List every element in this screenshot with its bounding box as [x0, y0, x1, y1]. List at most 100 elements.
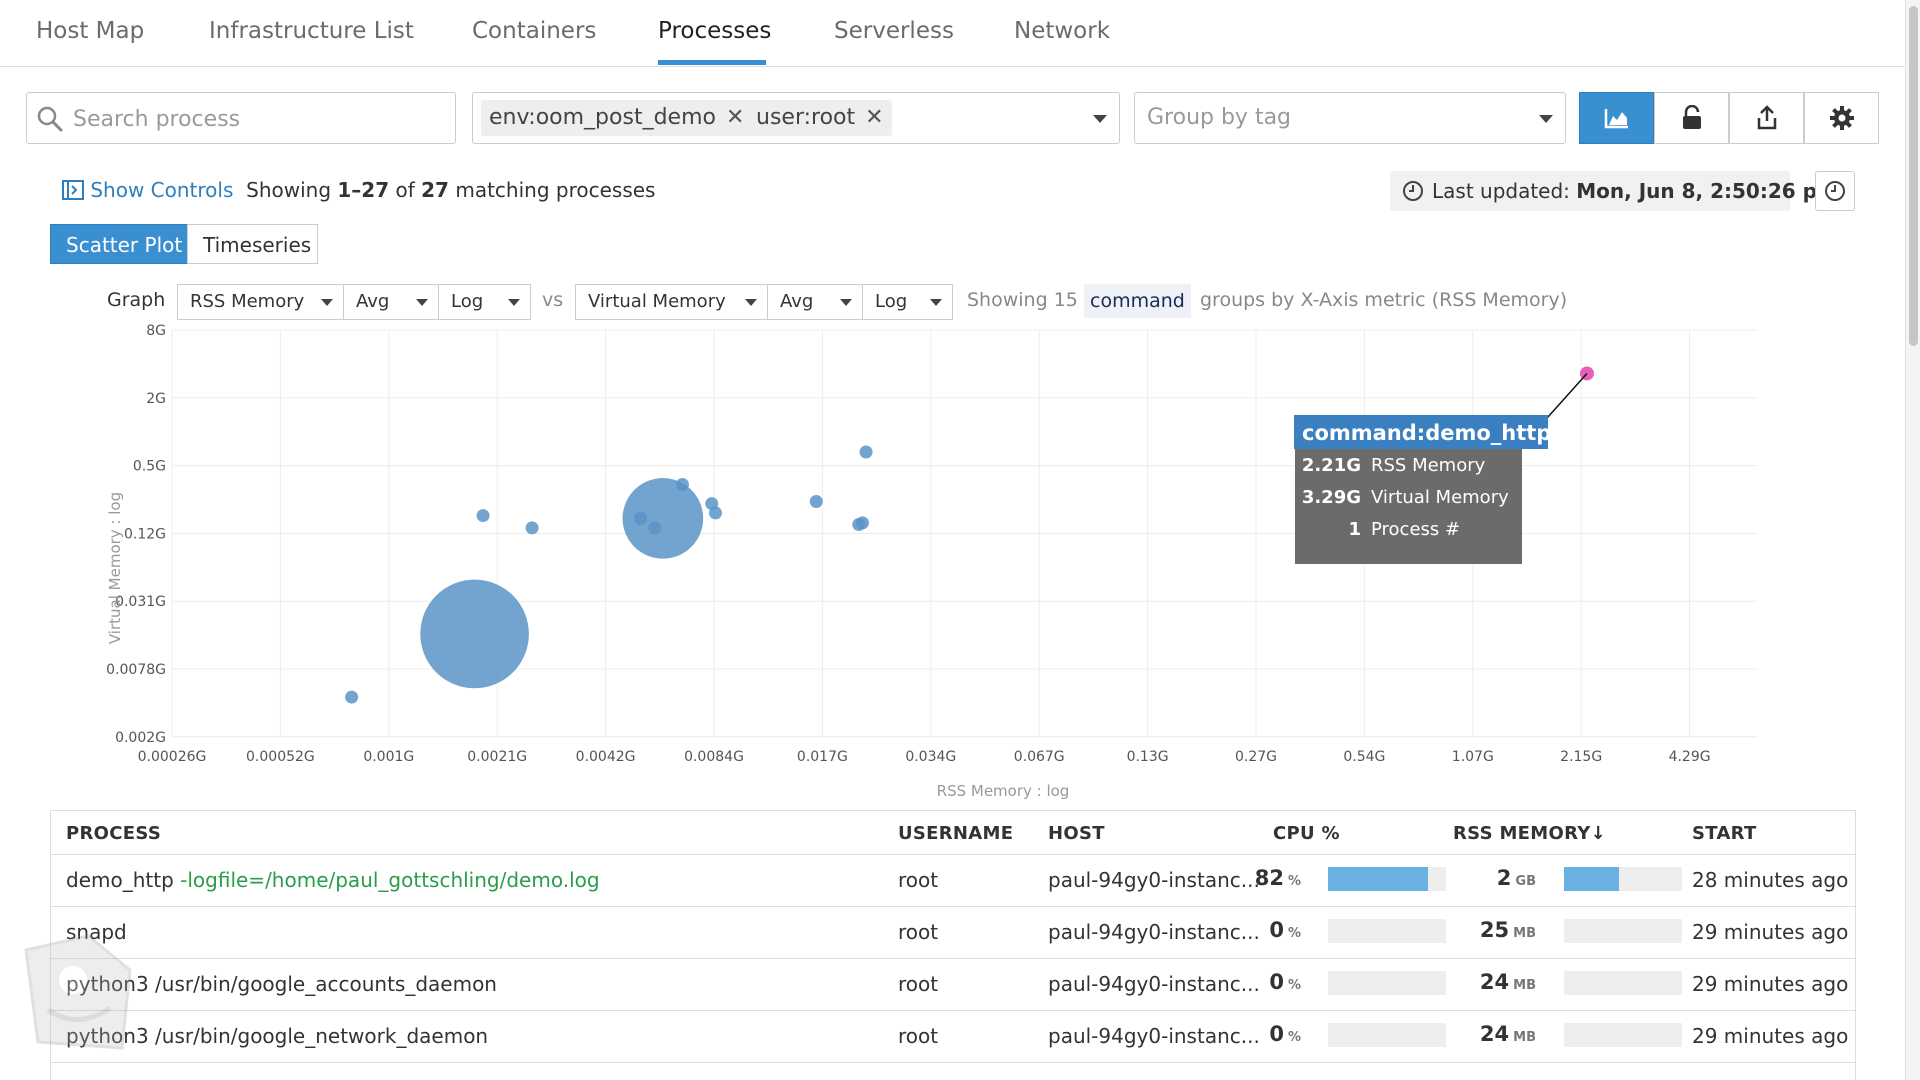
- rss-bar: [1564, 867, 1682, 891]
- timeseries-toggle[interactable]: Timeseries: [187, 224, 318, 264]
- filter-tag-label: env:oom_post_demo: [489, 105, 716, 130]
- scatter-point[interactable]: [648, 521, 662, 535]
- filter-tag-box[interactable]: env:oom_post_demo ✕ user:root ✕: [472, 92, 1120, 144]
- host-cell[interactable]: paul-94gy0-instanc...: [1048, 920, 1260, 944]
- vs-label: vs: [542, 289, 564, 311]
- chart-view-button[interactable]: [1579, 92, 1654, 144]
- filter-tag-user: user:root ✕: [748, 100, 892, 136]
- cpu-cell: 0%: [1251, 1022, 1301, 1046]
- rss-unit: MB: [1513, 978, 1536, 993]
- scatter-point[interactable]: [622, 478, 704, 559]
- group-by-select[interactable]: Group by tag: [1134, 92, 1566, 144]
- y-scale-select[interactable]: Log: [862, 284, 953, 320]
- search-box: [26, 92, 456, 144]
- group-tag-chip[interactable]: command: [1084, 284, 1191, 318]
- settings-button[interactable]: [1804, 92, 1879, 144]
- show-controls-link[interactable]: Show Controls: [90, 178, 234, 202]
- cpu-unit: %: [1287, 978, 1301, 993]
- tab-serverless[interactable]: Serverless: [834, 18, 954, 44]
- scatter-point[interactable]: [525, 521, 539, 535]
- x-tick-label: 0.034G: [905, 749, 956, 765]
- chevron-down-icon[interactable]: [1093, 115, 1107, 123]
- remove-tag-icon[interactable]: ✕: [865, 105, 884, 130]
- graph-label: Graph: [107, 289, 166, 311]
- chevron-down-icon: [840, 299, 852, 306]
- x-agg-select[interactable]: Avg: [343, 284, 439, 320]
- x-tick-label: 0.017G: [797, 749, 848, 765]
- x-agg-value: Avg: [356, 291, 390, 312]
- y-metric-select[interactable]: Virtual Memory: [575, 284, 768, 320]
- rss-unit: MB: [1513, 1030, 1536, 1045]
- cpu-value: 0: [1269, 970, 1284, 994]
- process-command: demo_http: [66, 868, 174, 892]
- remove-tag-icon[interactable]: ✕: [725, 105, 745, 130]
- host-cell[interactable]: paul-94gy0-instanc...: [1048, 972, 1260, 996]
- header-rss-memory[interactable]: RSS MEMORY↓: [1453, 823, 1606, 844]
- x-tick-label: 4.29G: [1669, 749, 1711, 765]
- tab-containers[interactable]: Containers: [472, 18, 597, 44]
- cpu-bar-fill: [1328, 867, 1429, 891]
- scatter-point[interactable]: [345, 690, 359, 704]
- tab-host-map[interactable]: Host Map: [36, 18, 145, 44]
- scatter-point[interactable]: [809, 494, 823, 508]
- cpu-cell: 82%: [1251, 866, 1301, 890]
- tooltip-count-label: Process #: [1371, 519, 1460, 540]
- scatter-plot-toggle[interactable]: Scatter Plot: [50, 224, 188, 264]
- cpu-bar: [1328, 919, 1446, 943]
- showing-suffix: matching processes: [455, 178, 656, 202]
- table-row[interactable]: python3 /usr/bin/google_accounts_daemon r…: [51, 958, 1855, 1011]
- live-refresh-button[interactable]: [1815, 171, 1855, 211]
- chevron-down-icon[interactable]: [1539, 115, 1553, 123]
- scatter-point[interactable]: [420, 579, 529, 689]
- x-tick-label: 1.07G: [1452, 749, 1494, 765]
- rss-bar: [1564, 919, 1682, 943]
- scatter-point[interactable]: [859, 445, 873, 459]
- header-username[interactable]: USERNAME: [898, 823, 1014, 844]
- chart-tooltip: command:demo_http 2.21G RSS Memory 3.29G…: [1294, 372, 1588, 564]
- x-scale-select[interactable]: Log: [438, 284, 531, 320]
- groups-suffix-text: groups by X-Axis metric (RSS Memory): [1200, 289, 1568, 311]
- cpu-cell: 0%: [1251, 918, 1301, 942]
- host-cell[interactable]: paul-94gy0-instanc...: [1048, 1024, 1260, 1048]
- scatter-point[interactable]: [476, 509, 490, 523]
- header-host[interactable]: HOST: [1048, 823, 1105, 844]
- table-row[interactable]: python3 /usr/bin/google_network_daemon ro…: [51, 1010, 1855, 1063]
- tooltip-rss-value: 2.21G: [1302, 455, 1361, 476]
- page-scrollbar[interactable]: [1905, 0, 1920, 1080]
- x-tick-label: 0.00026G: [138, 749, 207, 765]
- x-metric-select[interactable]: RSS Memory: [177, 284, 344, 320]
- y-tick-label: 0.002G: [115, 730, 166, 746]
- start-cell: 29 minutes ago: [1692, 1024, 1849, 1048]
- export-button[interactable]: [1729, 92, 1804, 144]
- y-axis-label: Virtual Memory : log: [106, 492, 124, 644]
- process-cell: snapd: [66, 920, 127, 944]
- y-tick-label: 0.031G: [115, 594, 166, 610]
- x-tick-label: 0.54G: [1343, 749, 1385, 765]
- x-axis-ticks: 0.00026G 0.00052G 0.001G 0.0021G 0.0042G 0.00…: [138, 749, 1711, 765]
- tab-infrastructure-list[interactable]: Infrastructure List: [209, 18, 414, 44]
- scatter-point[interactable]: [633, 511, 647, 525]
- table-row[interactable]: demo_http -logfile=/home/paul_gottschlin…: [51, 854, 1855, 907]
- filter-tag-label: user:root: [756, 105, 856, 130]
- header-cpu[interactable]: CPU %: [1273, 823, 1340, 844]
- cpu-unit: %: [1287, 1030, 1301, 1045]
- active-tab-indicator: [658, 60, 766, 65]
- tab-processes[interactable]: Processes: [658, 18, 772, 44]
- host-cell[interactable]: paul-94gy0-instanc...: [1048, 868, 1260, 892]
- panel-toggle-icon[interactable]: [62, 180, 84, 200]
- y-agg-select[interactable]: Avg: [767, 284, 863, 320]
- table-row[interactable]: snapd root paul-94gy0-instanc... 0% 25 MB 29 m…: [51, 906, 1855, 959]
- search-input[interactable]: [71, 102, 445, 136]
- y-tick-label: 0.5G: [133, 459, 166, 475]
- scatter-point[interactable]: [675, 477, 689, 491]
- y-tick-label: 2G: [146, 391, 166, 407]
- tab-network[interactable]: Network: [1014, 18, 1111, 44]
- header-process[interactable]: PROCESS: [66, 823, 162, 844]
- scatter-point[interactable]: [708, 506, 722, 520]
- header-start[interactable]: START: [1692, 823, 1757, 844]
- x-tick-label: 0.001G: [363, 749, 414, 765]
- lock-button[interactable]: [1654, 92, 1729, 144]
- scrollbar-thumb[interactable]: [1909, 6, 1918, 346]
- rss-value: 25: [1479, 918, 1510, 942]
- scatter-point[interactable]: [855, 516, 869, 530]
